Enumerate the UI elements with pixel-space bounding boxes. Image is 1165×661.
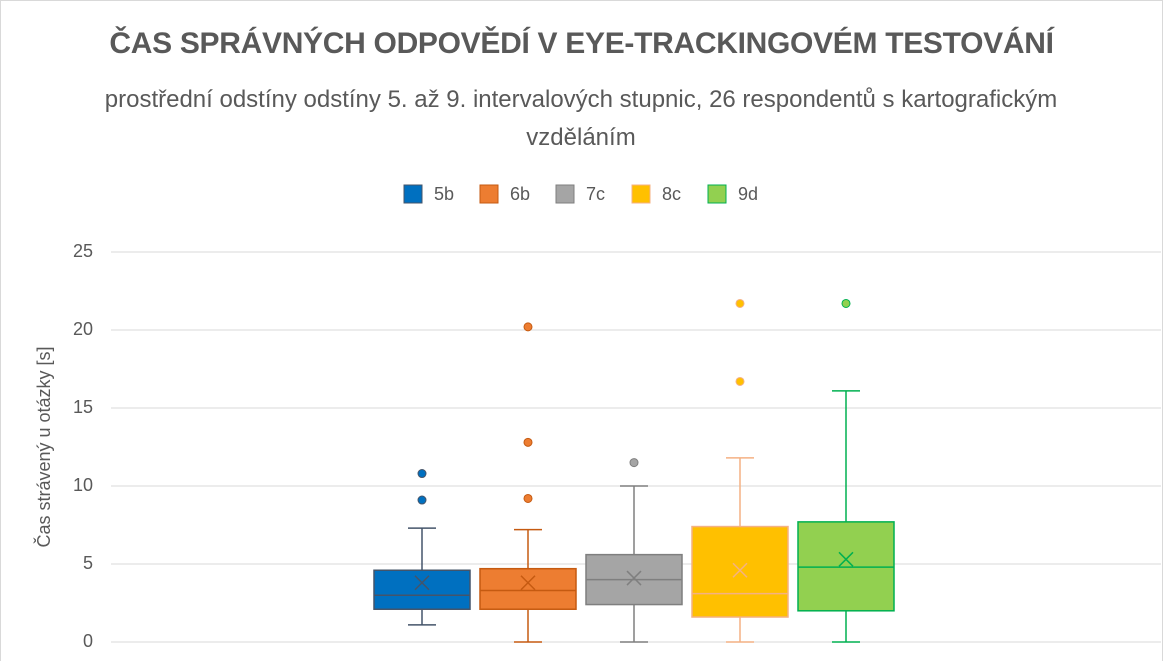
- box: [691, 525, 789, 618]
- legend-swatch: [707, 184, 727, 204]
- chart-title: ČAS SPRÁVNÝCH ODPOVĚDÍ V EYE-TRACKINGOVÉ…: [109, 27, 1054, 60]
- outlier: [417, 469, 427, 479]
- legend-swatch: [403, 184, 423, 204]
- box: [373, 569, 471, 610]
- box: [479, 567, 577, 610]
- mean-marker: [414, 575, 430, 591]
- outlier: [523, 437, 533, 447]
- outlier: [417, 495, 427, 505]
- y-tick-label: 15: [73, 397, 93, 417]
- outlier: [735, 376, 745, 386]
- mean-marker: [838, 551, 854, 567]
- mean-marker: [732, 562, 748, 578]
- legend-label: 9d: [738, 184, 758, 204]
- y-tick-label: 10: [73, 475, 93, 495]
- mean-marker: [520, 575, 536, 591]
- mean-marker: [626, 570, 642, 586]
- y-axis-label: Čas strávený u otázky [s]: [33, 346, 54, 547]
- box: [797, 521, 895, 612]
- outlier: [523, 493, 533, 503]
- legend-label: 5b: [434, 184, 454, 204]
- legend-label: 6b: [510, 184, 530, 204]
- y-tick-label: 0: [83, 631, 93, 651]
- outlier: [841, 298, 851, 308]
- outlier: [629, 458, 639, 468]
- legend-label: 8c: [662, 184, 681, 204]
- outlier: [523, 322, 533, 332]
- y-tick-label: 20: [73, 319, 93, 339]
- y-tick-label: 5: [83, 553, 93, 573]
- outlier: [735, 298, 745, 308]
- legend-swatch: [555, 184, 575, 204]
- legend-swatch: [479, 184, 499, 204]
- chart-subtitle: prostřední odstíny odstíny 5. až 9. inte…: [104, 86, 1058, 151]
- y-tick-label: 25: [73, 241, 93, 261]
- legend-swatch: [631, 184, 651, 204]
- legend-label: 7c: [586, 184, 605, 204]
